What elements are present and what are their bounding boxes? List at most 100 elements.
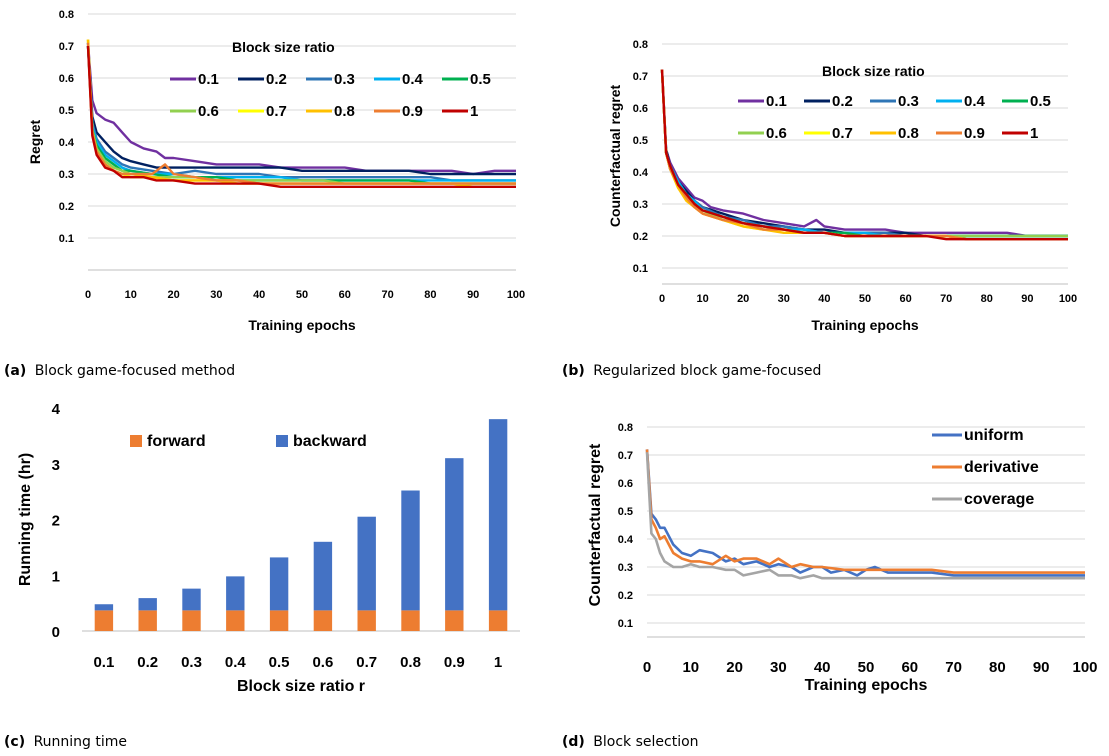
y-tick-label: 0.3 [618,562,633,574]
legend-swatch-forward [130,435,142,447]
y-tick-label: 0.7 [618,450,633,462]
x-tick-label: 0.6 [312,654,333,671]
x-tick-label: 50 [858,659,875,676]
legend-label-uniform: uniform [964,427,1024,444]
x-tick-label: 0.2 [137,654,158,671]
series-line-0.5 [86,45,516,185]
legend-title: Block size ratio [232,39,335,55]
y-tick-label: 1 [52,568,60,585]
panel-a-plot: 0.1 0.2 0.3 0.4 0.5 0.6 0.7 0.8 0 10 20 30 40 50 60 70 8… [27,9,525,333]
series-line-coverage [645,452,1085,580]
series-line-derivative [645,449,1085,574]
y-axis-title: Running time (hr) [17,453,34,586]
legend-label-forward: forward [147,433,206,450]
legend-label-0.5: 0.5 [1030,93,1051,110]
x-tick-label: 70 [945,659,962,676]
y-tick-label: 0.8 [618,422,633,434]
panel-b-plot: 0.1 0.2 0.3 0.4 0.5 0.6 0.7 0.8 0 10 20 30 40 50 60 70 8… [607,39,1077,333]
bar-forward-0.7 [357,610,376,631]
y-tick-label: 0.7 [633,71,648,83]
x-tick-label: 0.3 [181,654,202,671]
legend-label-0.3: 0.3 [334,71,355,88]
caption-c: (c) Running time [4,734,127,750]
x-tick-label: 70 [381,289,393,301]
x-tick-label: 0.8 [400,654,421,671]
x-axis-title: Block size ratio r [237,678,365,695]
bar-backward-0.4 [226,576,245,611]
legend-label-0.8: 0.8 [334,103,355,120]
bar-forward-0.4 [226,610,245,631]
x-tick-label: 100 [1072,659,1097,676]
y-tick-label: 0.4 [633,167,649,179]
y-tick-label: 0.3 [59,169,74,181]
x-axis-title: Training epochs [805,677,928,694]
legend-label-1: 1 [470,103,478,120]
legend-label-0.7: 0.7 [266,103,287,120]
caption-a: (a) Block game-focused method [4,363,235,379]
x-tick-label: 0.9 [444,654,465,671]
y-tick-label: 0.7 [59,41,74,53]
x-tick-label: 0 [659,293,665,305]
y-tick-label: 0.8 [633,39,648,51]
caption-d: (d) Block selection [562,734,699,750]
y-tick-label: 0.4 [618,534,634,546]
y-axis-title: Counterfactual regret [587,443,604,606]
x-tick-label: 30 [210,289,222,301]
x-tick-label: 40 [253,289,265,301]
panel-c-plot: 0 1 2 3 4 0.1 0.2 0.3 0.4 0.5 0.6 0.7 0.8 0.9 1 Block s… [17,401,520,695]
series-line-0.1 [86,42,516,176]
x-tick-label: 70 [940,293,952,305]
y-tick-label: 0.1 [618,618,633,630]
bar-forward-0.6 [313,610,333,631]
bar-backward-0.2 [138,598,157,611]
x-tick-label: 100 [507,289,525,301]
x-tick-label: 50 [859,293,871,305]
x-tick-label: 80 [981,293,993,305]
legend-label-0.2: 0.2 [832,93,853,110]
series-line-0.3 [86,45,516,182]
series-line-0.1 [660,69,1068,238]
bar-backward-1 [488,419,508,611]
y-tick-label: 0.2 [633,231,648,243]
x-tick-label: 60 [339,289,351,301]
bar-forward-0.9 [445,610,464,631]
legend-label-0.7: 0.7 [832,125,853,142]
legend-label-0.5: 0.5 [470,71,491,88]
x-tick-label: 0.1 [93,654,114,671]
legend-label-0.3: 0.3 [898,93,919,110]
y-tick-label: 3 [52,457,60,474]
legend-label-0.6: 0.6 [198,103,219,120]
y-tick-label: 0.6 [633,103,648,115]
y-tick-label: 0.2 [59,201,74,213]
panel-c-running-time: 0 1 2 3 4 0.1 0.2 0.3 0.4 0.5 0.6 0.7 0.8 0.9 1 Block s… [4,401,520,750]
y-tick-label: 0.5 [633,135,648,147]
x-tick-label: 0 [85,289,91,301]
bar-backward-0.8 [401,490,420,611]
series-line-uniform [645,449,1085,577]
x-tick-label: 0.7 [356,654,377,671]
x-tick-label: 20 [737,293,749,305]
x-tick-label: 40 [818,293,830,305]
series-line-0.2 [86,45,516,176]
y-tick-label: 4 [52,401,61,418]
x-tick-label: 20 [726,659,743,676]
y-tick-label: 0 [52,624,60,641]
y-tick-label: 0.8 [59,9,74,21]
x-tick-label: 80 [424,289,436,301]
legend-label-0.8: 0.8 [898,125,919,142]
legend-title: Block size ratio [822,63,925,79]
x-tick-label: 80 [989,659,1006,676]
x-tick-label: 0.4 [225,654,247,671]
bar-forward-0.1 [94,610,114,631]
legend-label-0.1: 0.1 [766,93,787,110]
legend-label-backward: backward [293,433,367,450]
y-tick-label: 2 [52,513,60,530]
bar-backward-0.5 [269,557,289,611]
bar-backward-0.7 [357,516,376,611]
x-tick-label: 0.5 [269,654,290,671]
bar-backward-0.3 [182,588,201,611]
y-tick-label: 0.5 [618,506,633,518]
panel-d-block-selection: 0.1 0.2 0.3 0.4 0.5 0.6 0.7 0.8 0 10 20 30 40 50 60 70 8… [562,422,1098,750]
y-tick-label: 0.4 [59,137,75,149]
x-tick-label: 90 [1021,293,1033,305]
